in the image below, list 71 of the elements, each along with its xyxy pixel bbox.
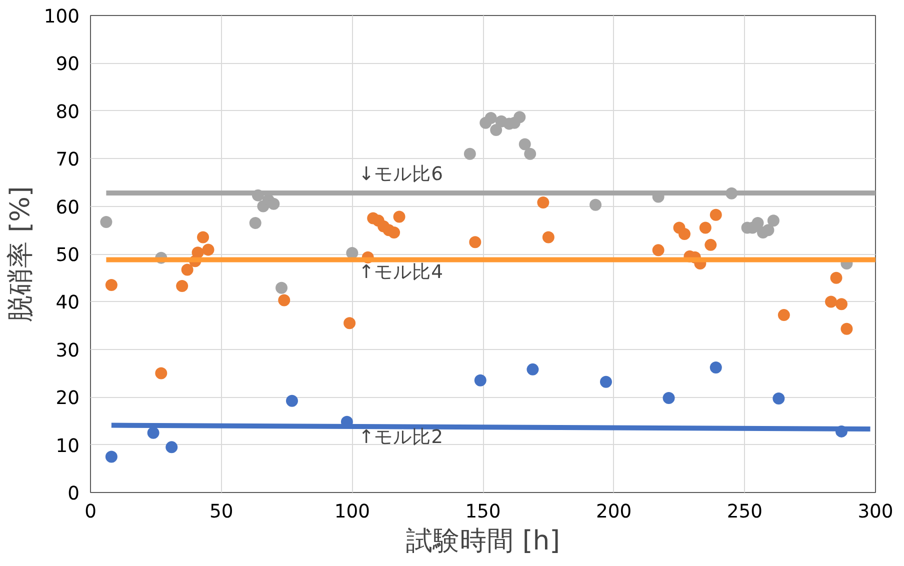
y-tick-label: 30	[56, 340, 80, 362]
point	[276, 282, 288, 294]
point	[484, 112, 497, 124]
point	[514, 111, 526, 124]
point	[762, 224, 774, 236]
x-tick-label: 300	[858, 502, 894, 522]
point	[278, 294, 290, 306]
point	[825, 296, 838, 308]
x-tick-label: 100	[334, 502, 370, 522]
y-tick-label: 40	[56, 292, 80, 314]
point	[704, 238, 717, 251]
point	[202, 244, 214, 256]
point	[524, 148, 536, 160]
x-tick-label: 200	[596, 502, 632, 522]
point	[166, 441, 178, 454]
point	[286, 394, 298, 407]
point	[249, 217, 262, 229]
y-tick-label: 10	[56, 436, 80, 457]
point	[767, 214, 780, 227]
annotation: ↑モル比4	[358, 262, 444, 283]
point	[752, 217, 764, 229]
point	[100, 216, 112, 228]
point	[197, 231, 210, 244]
point	[518, 138, 531, 150]
point	[537, 196, 550, 208]
point	[474, 374, 486, 386]
point	[526, 363, 539, 376]
y-tick-label: 60	[56, 197, 80, 218]
point	[469, 236, 482, 248]
y-tick-label: 80	[56, 102, 80, 123]
point	[830, 272, 842, 284]
annotation: ↓モル比6	[358, 164, 444, 185]
point	[344, 317, 356, 330]
point	[778, 309, 790, 322]
y-tick-label: 20	[56, 388, 80, 410]
point	[155, 367, 168, 380]
y-tick-label: 70	[56, 150, 80, 171]
x-tick-label: 50	[209, 502, 234, 522]
point	[835, 298, 848, 310]
point	[652, 244, 664, 256]
x-tick-label: 0	[84, 502, 96, 522]
point	[710, 362, 722, 374]
point	[464, 148, 476, 160]
y-tick-label: 90	[56, 54, 80, 76]
point	[678, 228, 690, 240]
point	[105, 450, 118, 463]
point	[176, 280, 188, 292]
point	[710, 208, 722, 221]
point	[181, 264, 194, 276]
y-axis-title: 脱硝率 [%]	[4, 186, 36, 322]
y-tick-label: 100	[44, 6, 80, 28]
point	[105, 279, 118, 291]
point	[268, 198, 280, 210]
x-tick-label: 250	[726, 502, 762, 522]
point	[699, 222, 712, 234]
point	[600, 376, 612, 388]
point	[590, 198, 602, 211]
point	[662, 392, 675, 404]
annotation: ↑モル比2	[358, 427, 444, 448]
x-tick-label: 150	[465, 502, 501, 522]
point	[393, 210, 406, 223]
point	[772, 392, 785, 405]
point	[542, 231, 554, 244]
point	[192, 246, 204, 259]
point	[388, 226, 400, 239]
point	[147, 426, 160, 439]
y-tick-label: 0	[68, 484, 80, 504]
y-tick-label: 50	[56, 245, 80, 266]
x-axis-title: 試験時間 [h]	[406, 526, 560, 556]
point	[490, 124, 502, 136]
point	[840, 322, 853, 335]
